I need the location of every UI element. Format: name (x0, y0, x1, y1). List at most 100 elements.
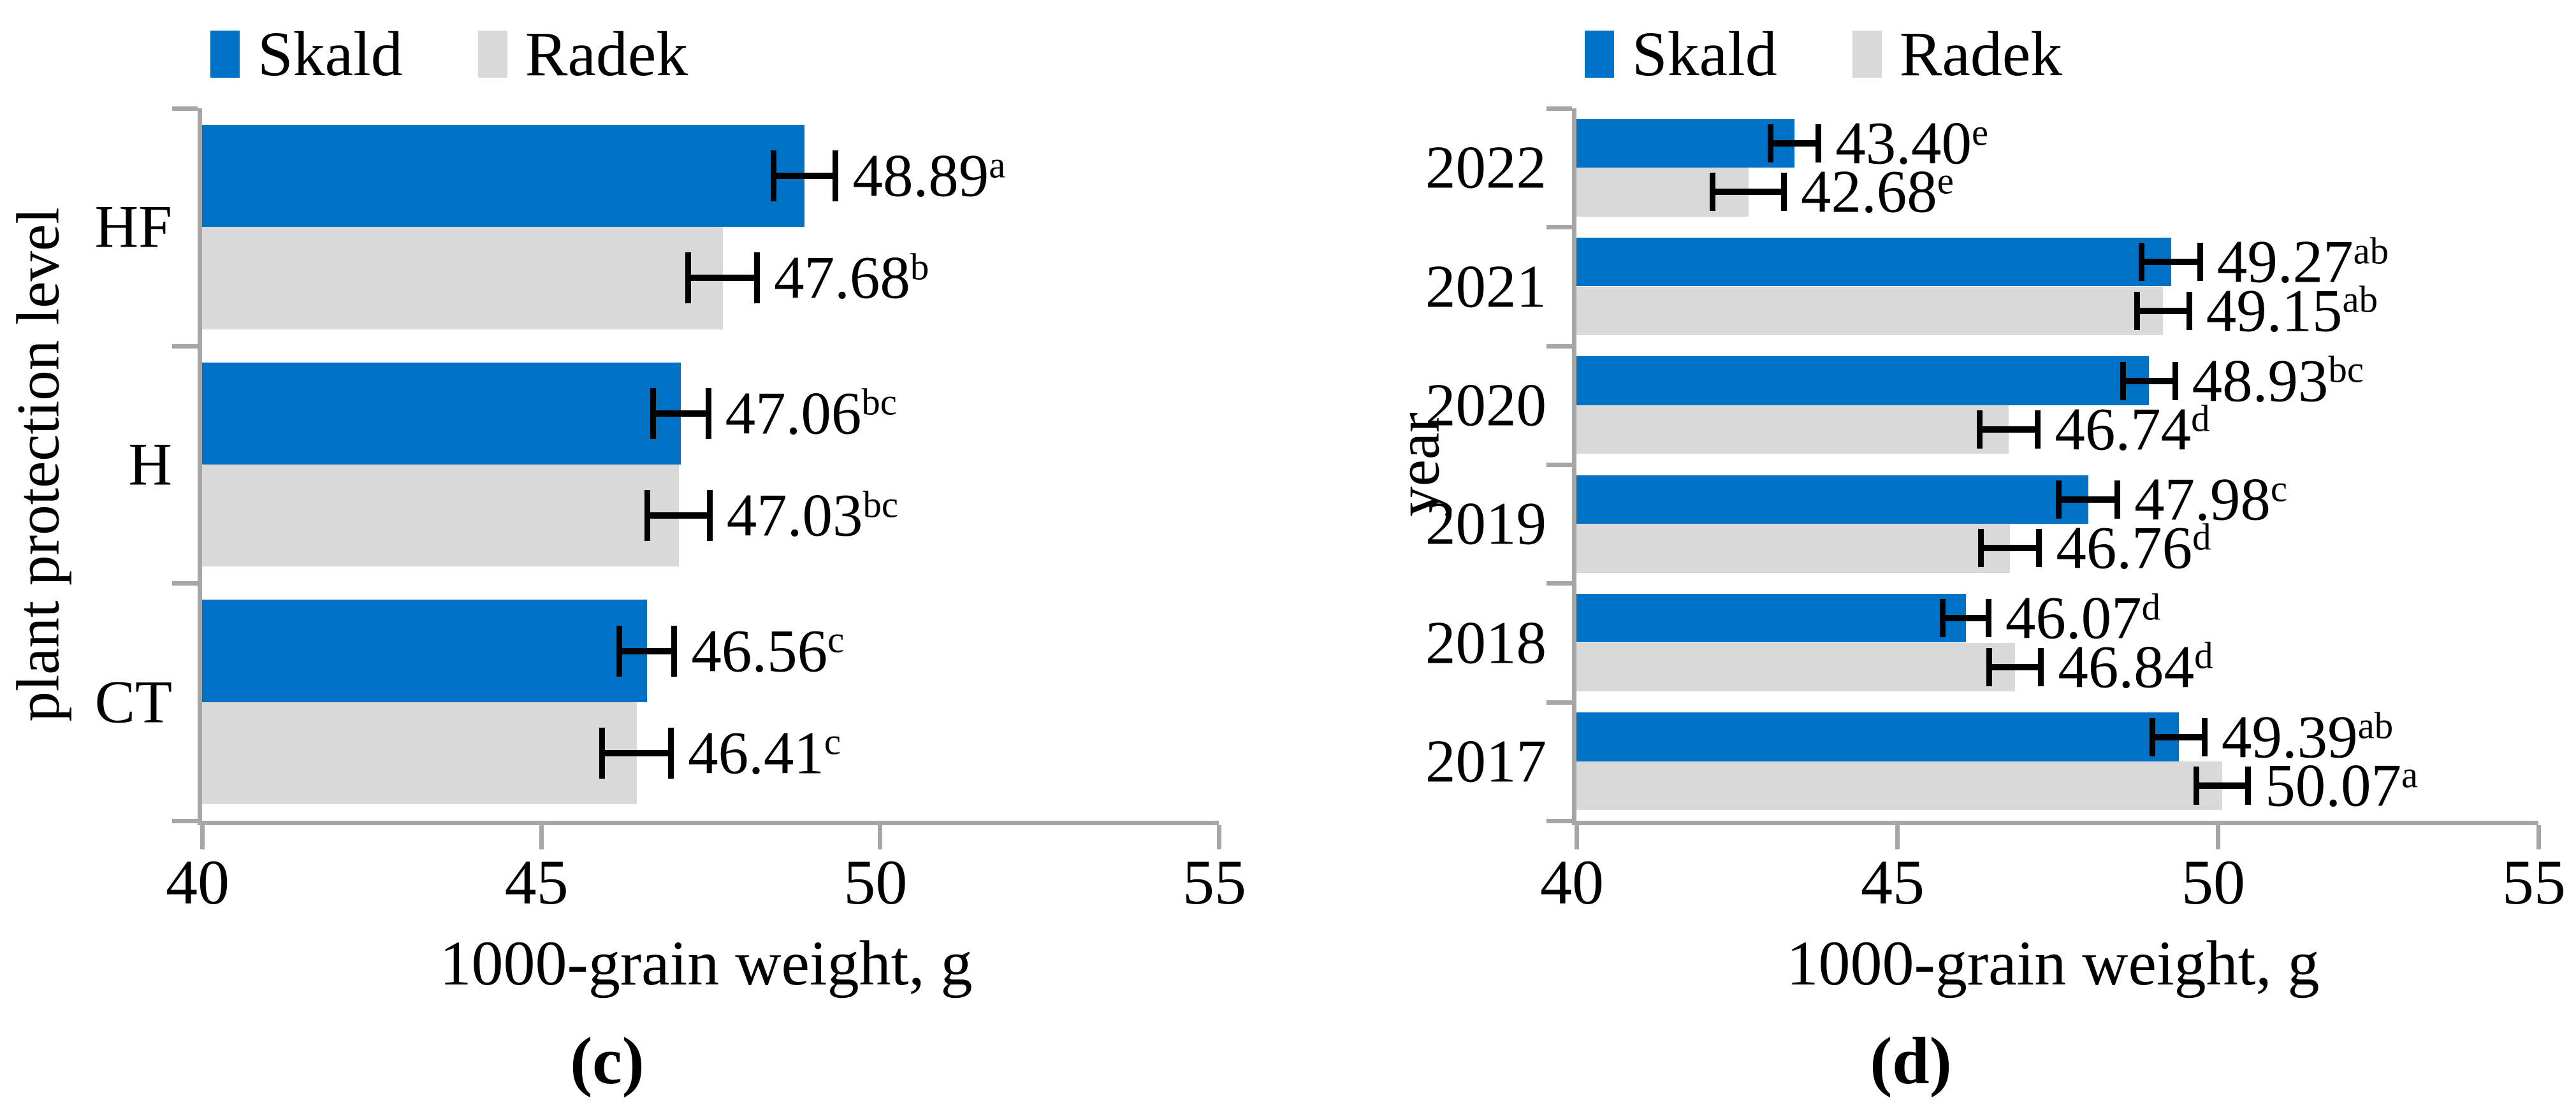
legend-label: Skald (1632, 18, 1777, 89)
bar-radek-CT (202, 702, 637, 804)
chart-caption: (d) (1870, 1023, 1952, 1098)
category-labels: 2022 2021 2020 2019 2018 2017 (1288, 108, 1546, 821)
data-label: 47.68b (774, 243, 929, 312)
error-bar-cap (2038, 647, 2044, 686)
error-bar-line (2126, 377, 2172, 384)
error-bar-cap (1767, 124, 1773, 162)
error-bar-line (1982, 426, 2035, 433)
x-axis-tick-label: 45 (1861, 847, 1925, 918)
category-label: 2022 (1425, 133, 1546, 201)
legend: Skald Radek (210, 19, 688, 89)
category-label: H (128, 430, 172, 498)
error-bar-line (650, 512, 707, 519)
plot-area: 48.89a 47.06bc 46.56c 47.68b 47.03bc 46.41c (172, 106, 1221, 849)
error-bar-line (2140, 307, 2187, 314)
error-bar (599, 727, 674, 779)
legend-swatch-radek (1852, 31, 1882, 78)
error-bar (2120, 361, 2178, 400)
y-axis-tick (1546, 700, 1572, 705)
data-label: 49.39ab (2221, 703, 2394, 771)
bar-skald-2018 (1576, 594, 1966, 643)
x-axis-tick-label: 55 (2502, 847, 2566, 918)
error-bar (771, 150, 839, 202)
legend-label: Radek (525, 18, 688, 89)
error-bar (2134, 291, 2192, 330)
data-label: 46.56c (691, 617, 845, 685)
error-bar-cap (671, 625, 678, 677)
bar-radek-H (202, 465, 679, 567)
y-axis-tick (172, 581, 198, 586)
legend-item-skald: Skald (210, 22, 403, 86)
x-axis-tick (1895, 825, 1900, 849)
error-bar-cap (1986, 647, 1992, 686)
error-bar-cap (650, 387, 656, 439)
x-axis-tick-label: 50 (2181, 847, 2245, 918)
chart-d: Skald Radek year 2022 2021 2020 2019 2018 2017… (1288, 0, 2576, 1110)
legend-label: Skald (258, 18, 403, 89)
y-axis-tick (172, 819, 198, 823)
x-axis-tick (1217, 825, 1221, 849)
category-label: 2021 (1425, 252, 1546, 320)
error-bar-cap (2197, 243, 2203, 282)
plot-area: 43.40e 49.27ab 48.93bc 47.98c 46.07d 49.39ab 4… (1546, 106, 2541, 849)
bar-skald-2022 (1576, 119, 1795, 168)
error-bar-line (622, 647, 672, 654)
chart-caption: (c) (570, 1023, 644, 1098)
error-bar-line (2062, 496, 2115, 503)
x-axis-tick (2536, 825, 2541, 849)
error-bar-line (1715, 189, 1781, 196)
error-bar-cap (2245, 767, 2252, 805)
error-bar-cap (754, 252, 760, 304)
y-axis-tick (1546, 463, 1572, 467)
error-bar-cap (2139, 243, 2145, 282)
data-label: 46.76d (2056, 514, 2211, 582)
data-label: 49.27ab (2216, 227, 2389, 296)
error-bar-line (691, 275, 755, 282)
error-bar-line (2144, 259, 2197, 266)
category-label: CT (94, 668, 172, 736)
x-axis-title: 1000-grain weight, g (1786, 928, 2320, 998)
error-bar-cap (705, 387, 711, 439)
legend-swatch-skald (210, 31, 240, 78)
bar-skald-CT (202, 600, 647, 702)
error-bar (616, 625, 678, 677)
legend: Skald Radek (1585, 19, 2062, 89)
error-bar-line (605, 749, 669, 756)
error-bar-line (2155, 733, 2202, 740)
legend-item-radek: Radek (477, 18, 688, 89)
error-bar-cap (1977, 529, 1984, 568)
x-axis-tick-label: 55 (1182, 847, 1246, 918)
bar-skald-H (202, 362, 681, 465)
x-axis-tick (878, 825, 883, 849)
category-label: 2018 (1425, 609, 1546, 676)
category-label: 2020 (1425, 371, 1546, 439)
bar-radek-2019 (1576, 524, 2011, 573)
error-bar-cap (2150, 717, 2156, 756)
category-labels: HF H CT (0, 108, 172, 821)
error-bar-line (1946, 615, 1986, 622)
error-bar-cap (706, 490, 713, 542)
category-label: HF (94, 192, 172, 261)
error-bar-cap (685, 252, 692, 304)
error-bar-cap (1710, 173, 1716, 212)
error-bar-cap (2193, 767, 2199, 805)
error-bar-cap (1985, 599, 1991, 638)
error-bar (1940, 599, 1991, 638)
error-bar (644, 490, 713, 542)
error-bar-cap (644, 490, 651, 542)
x-axis-tick (539, 825, 544, 849)
legend-item-skald: Skald (1585, 22, 1777, 86)
data-label: 46.74d (2055, 395, 2210, 463)
bar-skald-2021 (1576, 238, 2171, 287)
x-axis-title: 1000-grain weight, g (439, 928, 973, 998)
y-axis-tick (1546, 106, 1572, 111)
bar-radek-HF (202, 227, 723, 329)
chart-c: Skald Radek plant protection level HF H CT … (0, 19, 1247, 1098)
error-bar-cap (599, 727, 606, 779)
legend-swatch-radek (477, 31, 507, 78)
error-bar-line (1991, 663, 2039, 670)
error-bar (650, 387, 711, 439)
error-bar (1767, 124, 1822, 162)
data-label: 50.07a (2265, 751, 2419, 819)
x-axis-tick (1575, 825, 1579, 849)
